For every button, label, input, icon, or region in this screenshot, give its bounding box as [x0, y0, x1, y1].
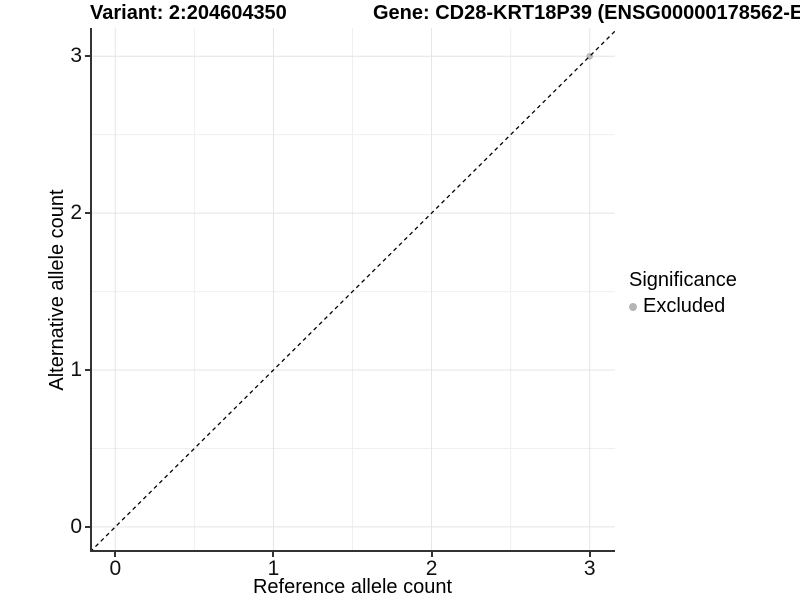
legend: Significance Excluded	[629, 269, 737, 318]
gene-title: Gene: CD28-KRT18P39 (ENSG00000178562-E	[373, 2, 800, 24]
y-axis-tick	[85, 525, 90, 528]
y-axis-tick-label: 2	[70, 201, 82, 225]
plot-panel	[90, 28, 615, 552]
legend-title: Significance	[629, 269, 737, 291]
identity-dashed-line	[92, 30, 615, 550]
x-axis-tick	[588, 552, 591, 557]
x-axis-tick-label: 3	[583, 557, 596, 580]
y-axis-tick	[85, 55, 90, 58]
y-axis-tick	[85, 369, 90, 371]
excluded-point-icon	[629, 302, 637, 311]
y-axis-tick-label: 1	[70, 358, 82, 381]
legend-item-excluded: Excluded	[629, 295, 737, 318]
variant-title: Variant: 2:204604350	[90, 2, 287, 24]
x-axis-tick	[430, 552, 433, 557]
x-axis-tick-label: 2	[425, 557, 438, 580]
legend-item-label: Excluded	[643, 295, 726, 317]
x-axis-tick	[272, 552, 275, 557]
y-axis-title: Alternative allele count	[46, 189, 68, 391]
x-axis-title: Reference allele count	[252, 576, 452, 598]
plot-canvas	[92, 28, 615, 550]
x-axis-tick	[114, 552, 117, 557]
y-axis-tick	[85, 212, 90, 215]
y-axis-tick-label: 3	[70, 44, 82, 68]
x-axis-tick-label: 1	[267, 557, 280, 580]
y-axis-tick-label: 0	[70, 514, 82, 538]
x-axis-tick-label: 0	[109, 557, 122, 580]
